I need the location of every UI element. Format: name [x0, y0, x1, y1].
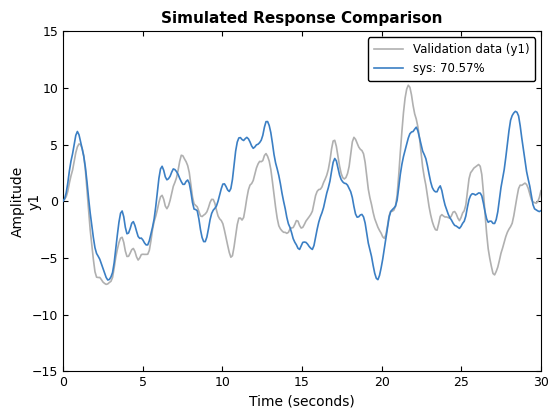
sys: 70.57%: (0.1, 0.237): 70.57%: (0.1, 0.237)	[61, 196, 68, 201]
Y-axis label: Amplitude
y1: Amplitude y1	[11, 166, 41, 237]
Title: Simulated Response Comparison: Simulated Response Comparison	[161, 11, 443, 26]
sys: 70.57%: (27.3, -0.907): 70.57%: (27.3, -0.907)	[494, 209, 501, 214]
sys: 70.57%: (30, -0.811): 70.57%: (30, -0.811)	[538, 208, 544, 213]
Validation data (y1)	[538, 188, 544, 193]
sys: 70.57%: (18.5, -1.39): 70.57%: (18.5, -1.39)	[354, 215, 361, 220]
sys: 70.57%: (28.4, 7.95): 70.57%: (28.4, 7.95)	[512, 109, 519, 114]
Validation data (y1)	[354, 141, 361, 146]
Validation data (y1)	[466, 176, 473, 181]
sys: 70.57%: (0, 0.0258): 70.57%: (0, 0.0258)	[60, 199, 67, 204]
Validation data (y1)	[405, 83, 412, 88]
sys: 70.57%: (2.81, -6.93): 70.57%: (2.81, -6.93)	[104, 278, 111, 283]
Line: sys: 70.57%: sys: 70.57%	[63, 111, 541, 280]
sys: 70.57%: (25.4, -0.498): 70.57%: (25.4, -0.498)	[464, 205, 471, 210]
Validation data (y1)	[60, 198, 67, 203]
Legend: Validation data (y1), sys: 70.57%: Validation data (y1), sys: 70.57%	[368, 37, 535, 81]
Validation data (y1)	[344, 171, 351, 176]
Line: Validation data (y1): Validation data (y1)	[63, 85, 541, 284]
sys: 70.57%: (17.9, 1.44): 70.57%: (17.9, 1.44)	[344, 183, 351, 188]
Validation data (y1)	[496, 258, 503, 263]
Validation data (y1)	[346, 164, 352, 169]
sys: 70.57%: (18, 1.14): 70.57%: (18, 1.14)	[346, 186, 352, 191]
Validation data (y1)	[103, 282, 110, 287]
Validation data (y1)	[61, 197, 68, 202]
X-axis label: Time (seconds): Time (seconds)	[249, 395, 355, 409]
